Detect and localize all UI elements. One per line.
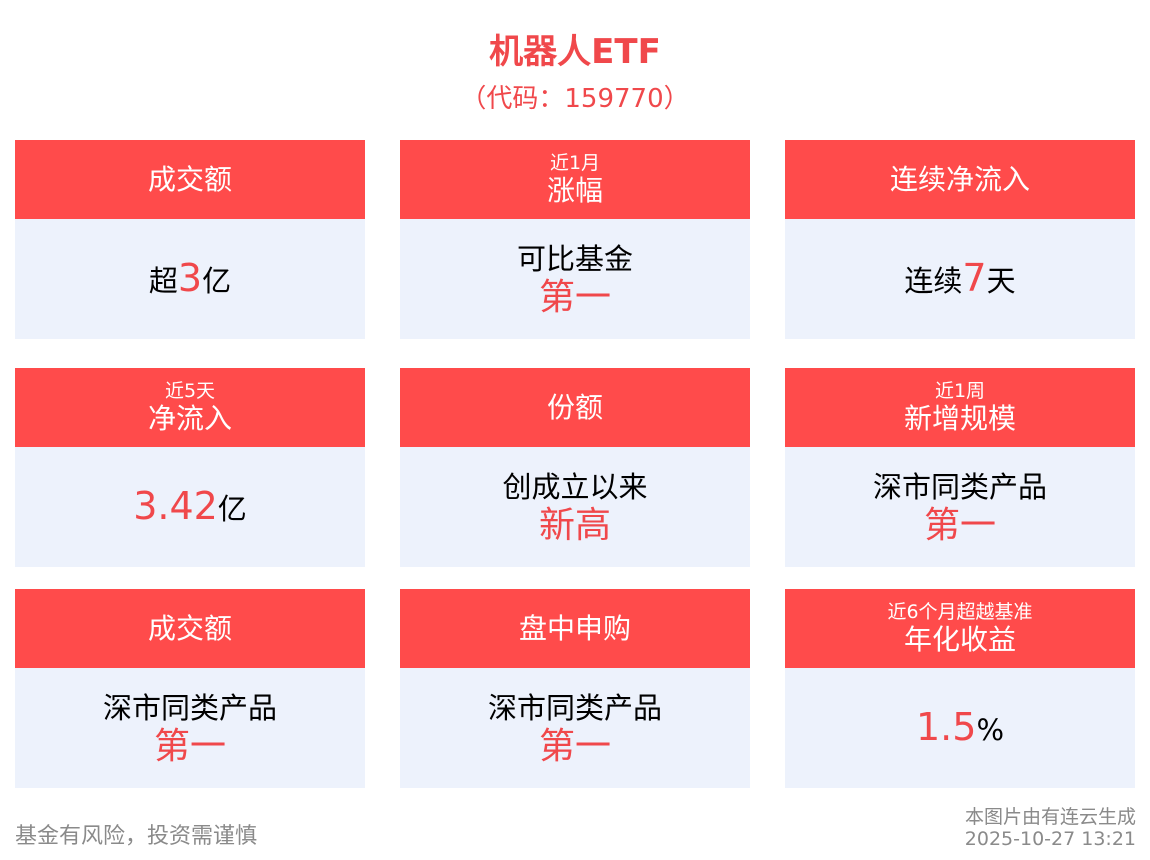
metric-card: 近5天 净流入 3.42亿 <box>15 368 365 567</box>
highlight-value: 3 <box>177 255 203 300</box>
card-header: 成交额 <box>15 589 365 668</box>
card-header: 连续净流入 <box>785 140 1135 219</box>
card-value-line: 连续7天 <box>904 259 1015 300</box>
metric-card: 份额 创成立以来 新高 <box>400 368 750 567</box>
page-title: 机器人ETF <box>489 32 661 72</box>
card-title: 成交额 <box>147 162 232 196</box>
risk-disclaimer: 基金有风险，投资需谨慎 <box>15 824 258 849</box>
value-text: 深市同类产品 <box>872 470 1047 504</box>
card-value-line: 3.42亿 <box>133 487 247 528</box>
fund-code: （代码：159770） <box>460 84 690 114</box>
card-rank: 第一 <box>538 277 611 318</box>
card-title: 新增规模 <box>903 401 1016 435</box>
metric-card: 成交额深市同类产品 第一 <box>15 589 365 788</box>
metric-card: 近1月 涨幅 可比基金 第一 <box>400 140 750 339</box>
card-value-line: 深市同类产品 <box>103 689 277 727</box>
value-text: 可比基金 <box>516 242 633 276</box>
card-subtitle: 近6个月超越基准 <box>887 600 1033 623</box>
card-header: 近1月 涨幅 <box>400 140 750 219</box>
card-body: 3.42亿 <box>15 447 365 567</box>
card-body: 深市同类产品 第一 <box>400 668 750 788</box>
card-body: 超3亿 <box>15 219 365 339</box>
timestamp: 2025-10-27 13:21 <box>964 828 1136 850</box>
metric-card: 连续净流入连续7天 <box>785 140 1135 339</box>
card-header: 近5天 净流入 <box>15 368 365 447</box>
card-body: 深市同类产品 第一 <box>785 447 1135 567</box>
card-value-line: 创成立以来 <box>502 468 647 506</box>
card-header: 成交额 <box>15 140 365 219</box>
metric-card: 盘中申购深市同类产品 第一 <box>400 589 750 788</box>
card-body: 1.5% <box>785 668 1135 788</box>
value-text: 亿 <box>202 263 232 298</box>
value-text: 创成立以来 <box>502 470 648 504</box>
card-value-line: 深市同类产品 <box>488 689 662 727</box>
card-header: 盘中申购 <box>400 589 750 668</box>
card-subtitle: 近1月 <box>549 151 601 174</box>
card-value-line: 1.5% <box>916 708 1004 749</box>
value-text: 超 <box>148 263 178 298</box>
card-title: 净流入 <box>147 401 232 435</box>
card-value-line: 深市同类产品 <box>873 468 1047 506</box>
card-title: 连续净流入 <box>889 162 1030 196</box>
highlight-value: 7 <box>962 255 987 300</box>
value-text: 深市同类产品 <box>102 691 277 725</box>
footer-source: 本图片由有连云生成 2025-10-27 13:21 <box>965 806 1136 850</box>
card-subtitle: 近5天 <box>164 379 216 402</box>
value-text: % <box>976 712 1004 747</box>
card-rank: 新高 <box>538 505 611 546</box>
card-header: 份额 <box>400 368 750 447</box>
card-title: 涨幅 <box>546 173 603 207</box>
metric-card: 近1周 新增规模 深市同类产品 第一 <box>785 368 1135 567</box>
value-text: 亿 <box>217 491 247 526</box>
value-text: 深市同类产品 <box>487 691 662 725</box>
card-value-line: 可比基金 <box>517 240 633 278</box>
card-body: 深市同类产品 第一 <box>15 668 365 788</box>
metric-card: 近6个月超越基准 年化收益 1.5% <box>785 589 1135 788</box>
value-text: 连续 <box>904 263 963 298</box>
source-text: 本图片由有连云生成 <box>964 806 1136 828</box>
card-body: 可比基金 第一 <box>400 219 750 339</box>
card-title: 年化收益 <box>903 622 1016 656</box>
card-title: 盘中申购 <box>518 611 631 645</box>
value-text: 天 <box>986 263 1016 298</box>
card-title: 份额 <box>546 390 603 424</box>
card-title: 成交额 <box>147 611 232 645</box>
card-rank: 第一 <box>923 505 996 546</box>
card-value-line: 超3亿 <box>149 259 231 300</box>
highlight-value: 1.5 <box>916 704 977 749</box>
card-subtitle: 近1周 <box>934 379 986 402</box>
highlight-value: 3.42 <box>133 483 218 528</box>
card-header: 近6个月超越基准 年化收益 <box>785 589 1135 668</box>
card-body: 连续7天 <box>785 219 1135 339</box>
metric-card: 成交额超3亿 <box>15 140 365 339</box>
card-rank: 第一 <box>153 726 226 767</box>
card-rank: 第一 <box>538 726 611 767</box>
card-header: 近1周 新增规模 <box>785 368 1135 447</box>
card-body: 创成立以来 新高 <box>400 447 750 567</box>
